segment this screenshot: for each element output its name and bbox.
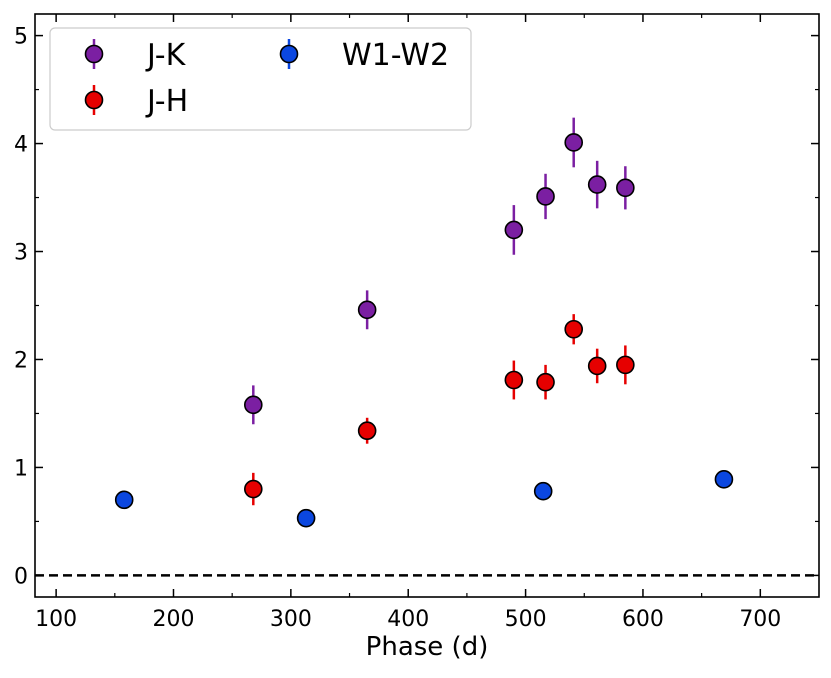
point-j-h-2 (504, 370, 524, 390)
x-tick-label-100: 100 (35, 607, 77, 632)
point-j-h-6 (616, 355, 635, 375)
point-j-k-3 (536, 187, 555, 206)
point-j-k-1 (357, 300, 377, 320)
legend-label-j-h: J-H (145, 84, 188, 119)
point-j-k-6 (616, 178, 635, 198)
point-j-h-4 (564, 319, 584, 339)
y-tick-label-3: 3 (14, 241, 28, 266)
point-j-k-2 (504, 220, 524, 240)
y-tick-label-1: 1 (14, 456, 28, 481)
point-w1-w2-0 (114, 490, 134, 510)
legend: J-K J-H W1-W2 (49, 27, 472, 131)
legend-box (49, 27, 472, 131)
legend-label-w1-w2: W1-W2 (342, 38, 449, 73)
point-j-h-5 (587, 356, 607, 376)
x-axis-label: Phase (d) (366, 632, 489, 662)
point-j-h-0 (243, 479, 263, 499)
point-j-k-5 (587, 175, 607, 194)
point-w1-w2-1 (296, 508, 316, 528)
x-tick-label-500: 500 (505, 607, 547, 632)
y-tick-label-5: 5 (14, 25, 28, 50)
data-points (114, 133, 734, 528)
point-w1-w2-2 (533, 481, 553, 501)
point-j-k-0 (243, 395, 263, 415)
y-tick-label-0: 0 (14, 564, 28, 589)
point-j-h-3 (536, 372, 555, 392)
point-j-h-1 (357, 421, 377, 441)
axes: 100 200 300 400 500 600 700 0 1 2 3 4 5 Phase (d) (14, 13, 820, 662)
x-tick-label-400: 400 (387, 607, 429, 632)
y-tick-label-2: 2 (14, 348, 28, 373)
x-tick-label-300: 300 (270, 607, 312, 632)
y-tick-label-4: 4 (14, 133, 28, 158)
legend-label-j-k: J-K (145, 38, 187, 73)
point-w1-w2-3 (714, 470, 734, 489)
legend-marker-j-k (84, 44, 104, 64)
point-j-k-4 (564, 133, 584, 152)
x-tick-label-600: 600 (622, 607, 664, 632)
x-tick-label-200: 200 (152, 607, 194, 632)
legend-marker-w1-w2 (279, 44, 299, 64)
legend-marker-j-h (84, 90, 104, 110)
x-tick-label-700: 700 (739, 607, 781, 632)
error-bars (122, 117, 726, 521)
